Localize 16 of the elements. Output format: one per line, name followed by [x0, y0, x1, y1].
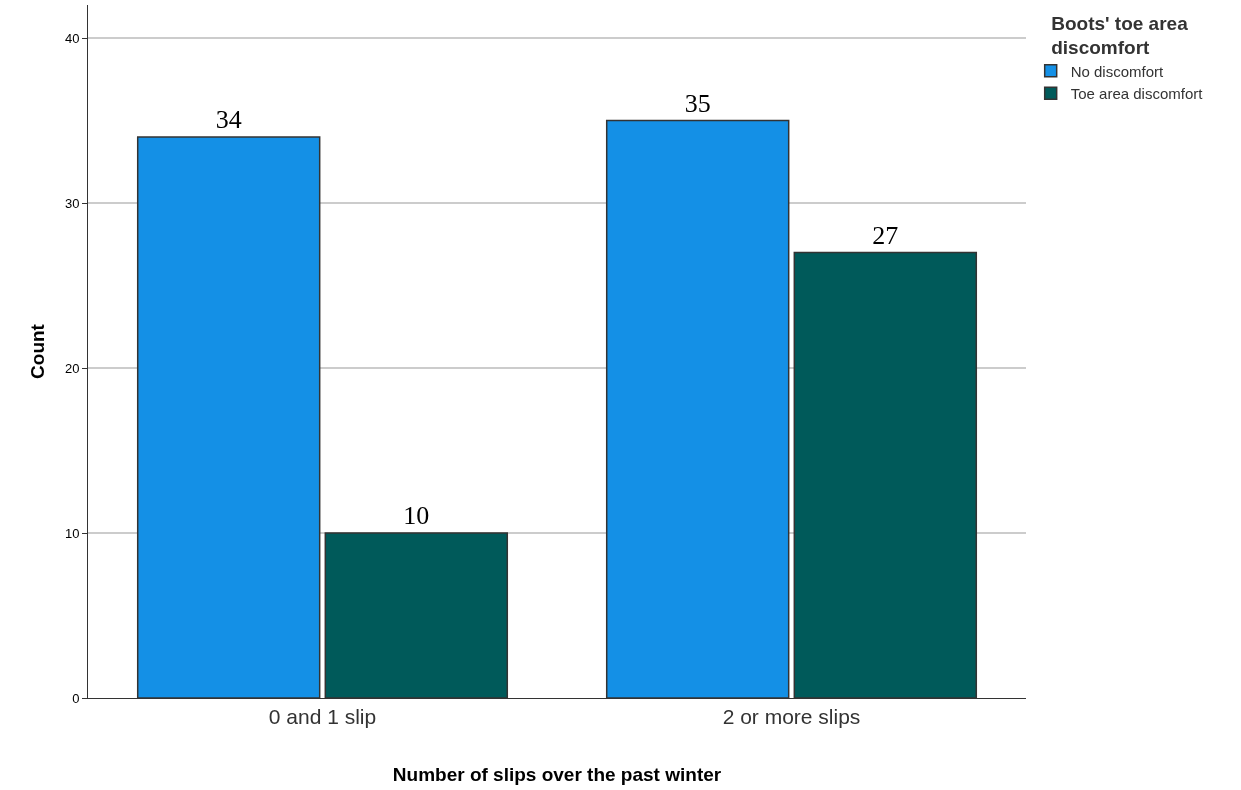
legend-label: Toe area discomfort: [1070, 85, 1204, 102]
y-axis-title: Count: [26, 323, 48, 379]
y-tick-label: 30: [64, 195, 80, 211]
x-tick-label: 0 and 1 slip: [268, 705, 377, 729]
data-label: 10: [403, 501, 430, 530]
x-axis-title: Number of slips over the past winter: [392, 764, 722, 785]
data-label: 35: [684, 88, 711, 118]
legend-title: Boots' toe area discomfort: [1051, 12, 1189, 59]
data-label: 34: [215, 105, 242, 134]
y-tick-label: 40: [64, 30, 80, 46]
legend-label: No discomfort: [1070, 62, 1165, 80]
y-tick-label: 10: [64, 525, 80, 541]
y-tick-label: 20: [64, 360, 80, 376]
y-tick-label: 0: [72, 690, 80, 706]
data-label: 27: [872, 220, 899, 250]
x-tick-label: 2 or more slips: [722, 705, 861, 729]
